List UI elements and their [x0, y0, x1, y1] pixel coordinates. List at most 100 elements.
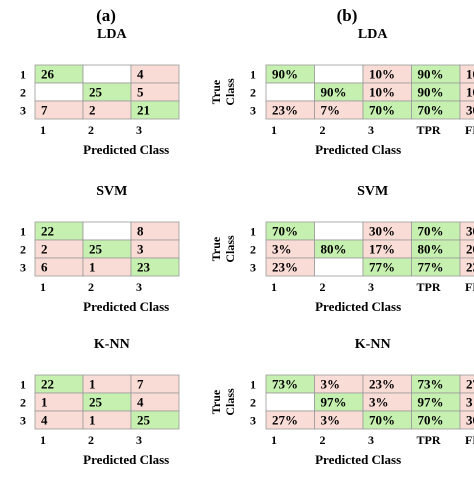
column-label: 2	[320, 123, 326, 137]
cell-box	[314, 221, 364, 241]
cell-value: 30%	[369, 224, 395, 239]
cell-value: 6	[41, 260, 48, 275]
column-label: 3	[368, 123, 374, 137]
cell-value: 27	[466, 377, 474, 392]
table-title: LDA	[358, 27, 388, 42]
cell-value: 26	[41, 67, 55, 82]
cell-value: 10%	[369, 67, 395, 82]
cell-value: 2	[89, 103, 96, 118]
cell-value: 80%	[321, 242, 347, 257]
table-title: SVM	[96, 184, 127, 199]
cell-value: 7%	[321, 103, 341, 118]
cell-value: 77%	[369, 260, 395, 275]
cell-value: 3%	[369, 395, 389, 410]
panel-label-a: (a)	[96, 6, 116, 25]
row-label: 3	[20, 261, 26, 275]
row-label: 3	[250, 261, 256, 275]
column-label: 3	[136, 123, 142, 137]
row-label: 3	[250, 104, 256, 118]
cell-box	[459, 64, 474, 84]
y-axis-label: Class	[223, 78, 237, 106]
x-axis-label: Predicted Class	[315, 452, 401, 467]
y-axis-label: True	[209, 79, 223, 104]
table-title: SVM	[357, 184, 388, 199]
cell-value: 90%	[321, 85, 347, 100]
row-label: 2	[20, 243, 26, 257]
column-label: FN	[465, 280, 474, 294]
cell-value: 73%	[418, 377, 444, 392]
cell-value: 10	[466, 85, 474, 100]
cell-value: 27%	[272, 413, 298, 428]
row-label: 3	[20, 104, 26, 118]
cell-value: 70%	[418, 224, 444, 239]
cell-value: 25	[137, 413, 151, 428]
cell-value: 70%	[272, 224, 298, 239]
cell-value: 5	[137, 85, 144, 100]
column-label: 2	[88, 280, 94, 294]
column-label: 1	[271, 123, 277, 137]
y-axis-label: True	[209, 236, 223, 261]
cell-box	[265, 82, 315, 102]
cell-value: 23	[466, 260, 474, 275]
row-label: 1	[20, 68, 26, 82]
column-label: 3	[136, 433, 142, 447]
cell-box	[459, 374, 474, 394]
cell-box	[314, 257, 364, 277]
cell-box	[459, 82, 474, 102]
cell-value: 80%	[418, 242, 444, 257]
cell-value: 23	[137, 260, 151, 275]
cell-box	[459, 410, 474, 430]
cell-value: 3%	[321, 377, 341, 392]
cell-value: 73%	[272, 377, 298, 392]
cell-value: 25	[89, 242, 103, 257]
cell-value: 21	[137, 103, 150, 118]
row-label: 2	[250, 396, 256, 410]
cell-value: 70%	[369, 413, 395, 428]
x-axis-label: Predicted Class	[83, 452, 169, 467]
table-title: K-NN	[94, 337, 130, 352]
cell-value: 22	[41, 224, 54, 239]
cell-value: 97%	[321, 395, 347, 410]
column-label: 1	[271, 280, 277, 294]
cell-value: 4	[137, 67, 144, 82]
row-label: 3	[20, 414, 26, 428]
table-title: K-NN	[355, 337, 391, 352]
column-label: 3	[368, 433, 374, 447]
cell-value: 90%	[272, 67, 298, 82]
row-label: 3	[250, 414, 256, 428]
row-label: 2	[250, 86, 256, 100]
cell-value: 3%	[272, 242, 292, 257]
cell-value: 3	[137, 242, 144, 257]
cell-box	[130, 100, 180, 120]
cell-value: 8	[137, 224, 144, 239]
cell-box	[130, 257, 180, 277]
column-label: 1	[40, 280, 46, 294]
column-label: TPR	[417, 123, 441, 137]
cell-value: 1	[41, 395, 48, 410]
column-label: 2	[320, 433, 326, 447]
panel-label-b: (b)	[337, 6, 358, 25]
confusion-table-b-k-nn: K-NN 73% 3% 23% 73% 27 1 97% 3% 97% 3 2 27% 3% 70% 70% 3…	[209, 337, 474, 467]
cell-value: 70%	[369, 103, 395, 118]
cell-value: 23%	[272, 103, 298, 118]
row-label: 1	[250, 68, 256, 82]
x-axis-label: Predicted Class	[315, 142, 401, 157]
cell-box	[130, 410, 180, 430]
column-label: TPR	[417, 280, 441, 294]
cell-box	[459, 392, 474, 412]
column-label: 3	[136, 280, 142, 294]
column-label: 1	[271, 433, 277, 447]
cell-value: 17%	[369, 242, 395, 257]
row-label: 2	[250, 243, 256, 257]
row-label: 1	[20, 225, 26, 239]
cell-value: 70%	[418, 413, 444, 428]
cell-value: 10	[466, 67, 474, 82]
row-label: 2	[20, 396, 26, 410]
column-label: FN	[465, 123, 474, 137]
